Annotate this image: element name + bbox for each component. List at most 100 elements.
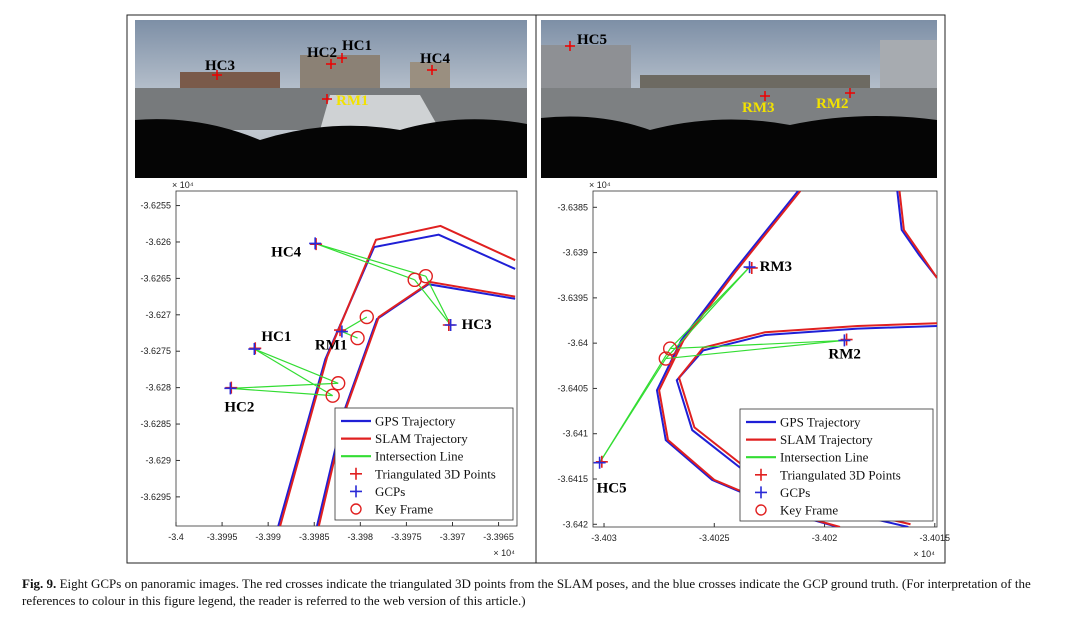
point-marker [309,237,322,250]
y-tick-label: -3.6265 [140,273,171,283]
point-label: HC4 [271,244,302,260]
y-tick-label: -3.6415 [557,474,588,484]
y-tick-label: -3.641 [562,429,588,439]
legend-label: Triangulated 3D Points [375,466,496,481]
chart: -3.403 -3.4025 -3.402 -3.4015 -3.6385 -3.639 -… [557,180,950,559]
y-tick-label: -3.6385 [557,202,588,212]
point-label: RM2 [828,346,861,362]
legend-swatch [755,486,767,499]
legend-label: SLAM Trajectory [780,432,873,447]
series-line [341,316,368,333]
key-frame-marker [658,351,673,366]
x-tick-label: -3.3975 [391,532,422,542]
panorama-label: HC2 [307,45,337,61]
key-frame-marker [350,330,365,346]
legend-label: GPS Trajectory [375,414,456,429]
point-marker [595,455,608,468]
series-line [341,331,358,339]
legend-label: Key Frame [375,502,433,517]
series-line [314,242,426,277]
panorama-label: RM3 [742,100,775,116]
point-label: HC2 [224,399,254,415]
x-tick-label: -3.3985 [299,532,330,542]
series-line [898,191,937,279]
panorama-label: HC3 [205,58,235,74]
point-marker [224,382,237,395]
key-frame-marker [662,341,678,356]
point-marker [335,325,348,338]
y-tick-label: -3.642 [562,519,588,529]
x-tick-label: -3.397 [440,532,466,542]
legend-label: SLAM Trajectory [375,431,468,446]
x-tick-label: -3.3995 [207,532,238,542]
point-label: HC5 [597,481,627,497]
panorama-label: RM2 [816,96,849,112]
x-tick-label: -3.4025 [699,533,730,543]
point-marker [248,343,261,356]
key-frame-marker [331,376,346,391]
series-line [279,224,516,526]
legend-label: Key Frame [780,503,838,518]
key-frame-marker [359,309,374,325]
point-marker [745,261,758,274]
x-multiplier: × 10⁴ [913,549,935,559]
plot-marks [224,224,516,526]
y-tick-label: -3.6395 [557,293,588,303]
point-label: HC1 [261,329,291,345]
point-marker [838,334,851,347]
legend-box [739,408,934,522]
panorama-label: HC5 [577,32,607,48]
panorama-label: HC1 [342,38,372,54]
legend-label: Triangulated 3D Points [780,467,901,482]
legend-label: Intersection Line [780,450,869,465]
point-label: RM3 [760,259,793,275]
legend: GPS Trajectory SLAM Trajectory Intersectio… [334,407,514,521]
x-tick-label: -3.399 [255,532,281,542]
point-label: RM1 [315,338,348,354]
y-multiplier: × 10⁴ [172,180,194,190]
y-tick-label: -3.629 [145,455,171,465]
series-line [230,387,333,397]
point-marker [593,456,606,469]
legend-swatch [755,468,767,481]
series-line [670,339,845,350]
y-tick-label: -3.6255 [140,201,171,211]
x-tick-label: -3.403 [591,533,617,543]
point-marker [444,319,457,331]
y-tick-label: -3.639 [562,248,588,258]
figure-caption: Fig. 9. Eight GCPs on panoramic images. … [22,575,1062,609]
legend-label: Intersection Line [375,449,464,464]
panorama-right: HC5 RM3 RM2 [541,20,937,178]
series-line [277,233,516,526]
series-line [599,358,667,464]
y-tick-label: -3.626 [145,237,171,247]
x-tick-label: -3.4015 [920,533,951,543]
y-tick-label: -3.6285 [140,419,171,429]
series-line [254,348,339,384]
legend-box [334,407,514,521]
x-tick-label: -3.402 [812,533,838,543]
series-line [230,382,339,389]
series-line [414,279,452,326]
series-line [665,266,751,359]
caption-text: Eight GCPs on panoramic images. The red … [22,576,1031,608]
legend: GPS Trajectory SLAM Trajectory Intersectio… [739,408,934,522]
legend-swatch [755,504,767,516]
key-frame-marker [418,269,433,284]
y-tick-label: -3.64 [567,338,588,348]
chart: -3.4 -3.3995 -3.399 -3.3985 -3.398 -3.3975 -3.… [140,180,518,558]
figure: HC3 HC2 HC1 HC4 RM1 HC5 RM3 RM2 -3.4 -3.3… [126,14,950,564]
x-tick-label: -3.3965 [483,532,514,542]
series-line [425,275,452,326]
legend-label: GPS Trajectory [780,415,861,430]
x-tick-label: -3.398 [348,532,374,542]
point-marker [840,333,853,346]
x-multiplier: × 10⁴ [493,548,515,558]
point-marker [743,261,756,274]
caption-label: Fig. 9. [22,576,57,591]
series-line [314,242,415,281]
y-tick-label: -3.6405 [557,383,588,393]
y-multiplier: × 10⁴ [589,180,611,190]
y-tick-label: -3.627 [145,310,171,320]
